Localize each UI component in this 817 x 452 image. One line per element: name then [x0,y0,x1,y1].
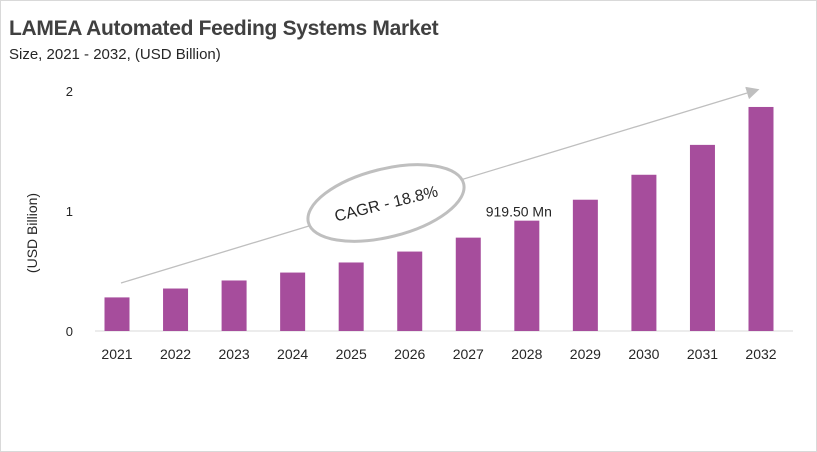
x-tick-label: 2028 [511,346,542,362]
x-tick-label: 2031 [687,346,718,362]
bar-2024 [280,272,306,331]
y-tick-label: 1 [66,204,73,219]
x-tick-label: 2025 [336,346,367,362]
bar-2029 [572,199,598,331]
bar-2030 [631,174,657,331]
x-tick-label: 2024 [277,346,308,362]
chart-subtitle: Size, 2021 - 2032, (USD Billion) [9,46,221,63]
bar-2021 [104,297,130,331]
data-label-2028: 919.50 Mn [486,204,552,220]
bar-2026 [397,251,423,331]
bar-2023 [221,280,247,331]
x-tick-label: 2032 [745,346,776,362]
x-tick-label: 2023 [219,346,250,362]
bar-2022 [163,288,189,331]
cagr-ellipse [306,163,466,243]
y-tick-label: 2 [66,84,73,99]
bar-2028 [514,220,540,331]
y-tick-label: 0 [66,324,73,339]
x-tick-label: 2026 [394,346,425,362]
bar-2025 [338,262,364,331]
x-tick-label: 2030 [628,346,659,362]
bar-2032 [748,106,774,332]
chart-title: LAMEA Automated Feeding Systems Market [9,17,439,40]
x-tick-label: 2021 [101,346,132,362]
x-tick-label: 2027 [453,346,484,362]
x-tick-label: 2022 [160,346,191,362]
bar-2031 [689,144,715,331]
x-tick-label: 2029 [570,346,601,362]
bar-2027 [455,237,481,331]
y-axis-label: (USD Billion) [24,193,40,273]
